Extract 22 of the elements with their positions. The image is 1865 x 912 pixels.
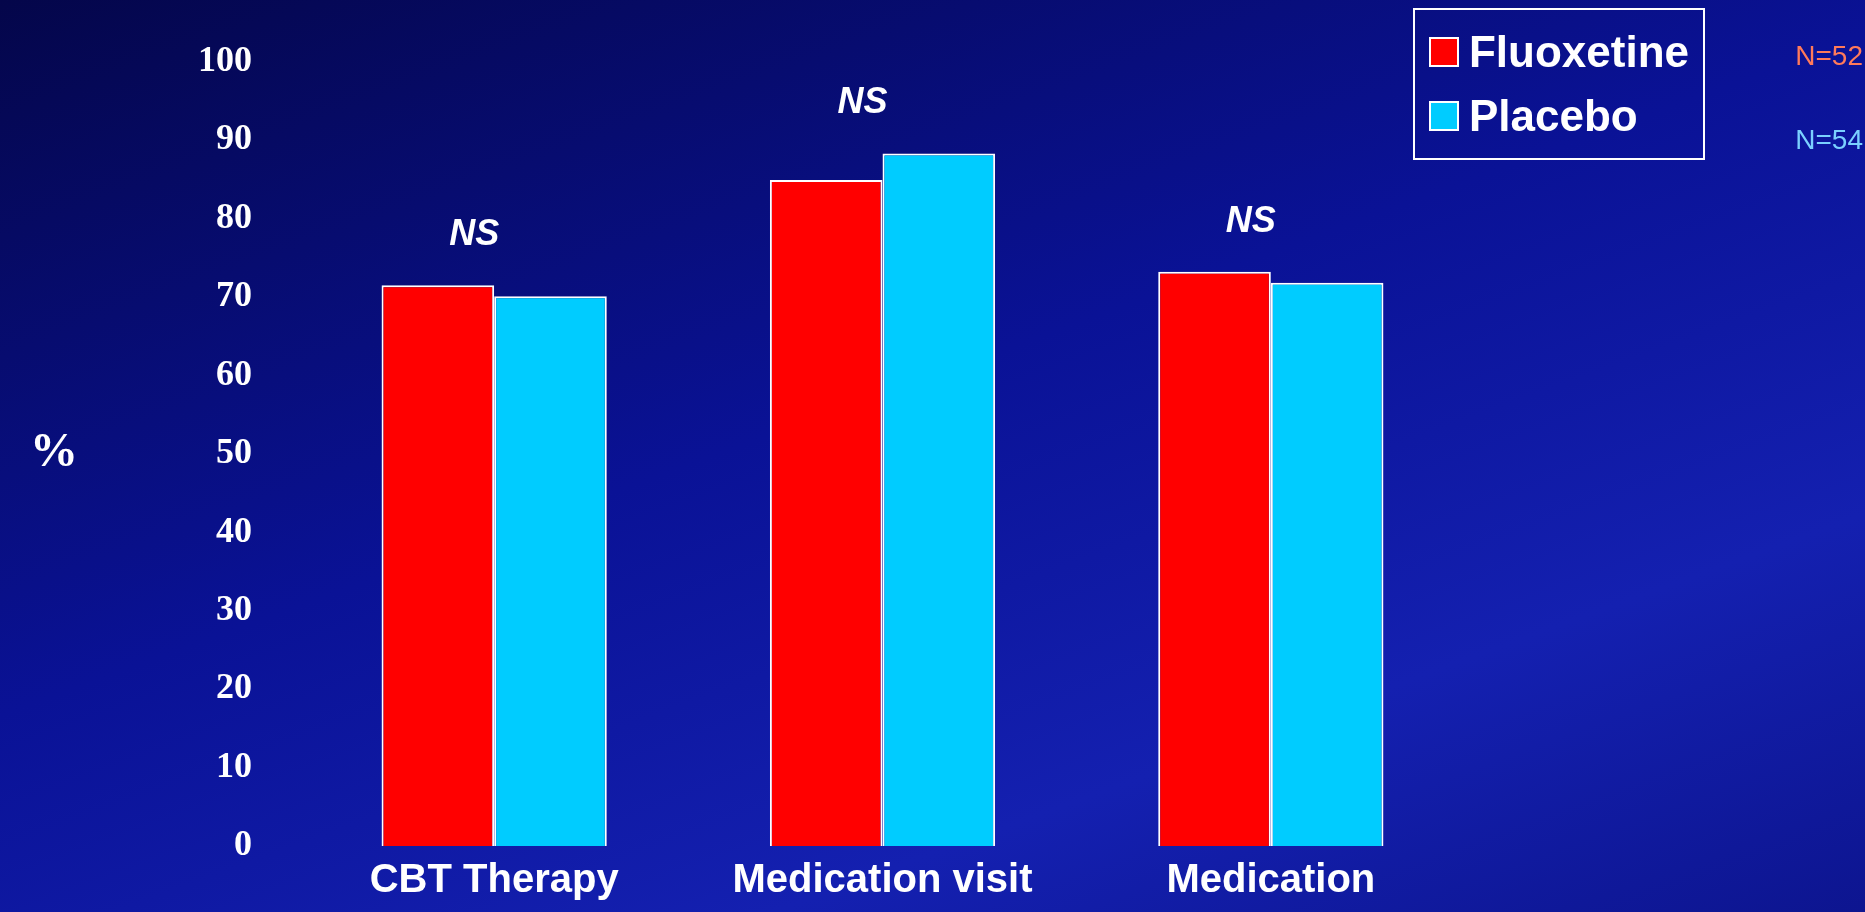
legend-label: Fluoxetine	[1468, 27, 1689, 77]
y-tick-label: 70	[216, 274, 252, 315]
y-tick-label: 30	[216, 587, 252, 628]
y-tick-label: 90	[216, 117, 252, 158]
y-tick-label: 100	[198, 38, 252, 79]
annotation: NS	[449, 212, 500, 254]
y-tick-label: 80	[216, 195, 252, 236]
annotation: NS	[837, 80, 888, 122]
text: N=54	[1795, 124, 1863, 157]
y-tick-label: 20	[216, 666, 252, 707]
y-tick-label: 40	[216, 509, 252, 550]
text: N=52	[1795, 40, 1863, 73]
y-tick-label: 10	[216, 744, 252, 785]
y-tick-label: 0	[234, 823, 252, 864]
y-tick-label: 60	[216, 352, 252, 393]
y-tick-label: 50	[216, 431, 252, 472]
annotation: NS	[1225, 198, 1276, 240]
y-axis-title: %	[30, 423, 78, 477]
x-tick-label: Medication visit	[732, 856, 1033, 901]
text: Placebo	[1468, 91, 1638, 141]
x-tick-label: Medication	[1166, 856, 1376, 901]
x-tick-label: CBT Therapy	[369, 856, 620, 901]
